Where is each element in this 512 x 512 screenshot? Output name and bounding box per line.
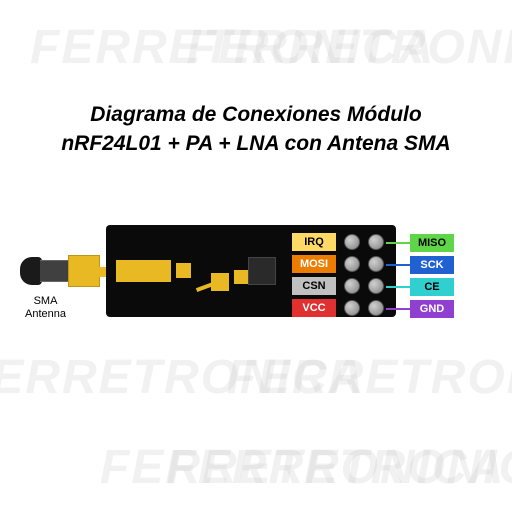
pin-header (344, 300, 360, 316)
pin-label-csn: CSN (292, 277, 336, 295)
antenna-connector (68, 255, 100, 287)
pin-label-gnd: GND (410, 300, 454, 318)
gold-trace (211, 273, 229, 291)
pin-label-ce: CE (410, 278, 454, 296)
rf-chip (248, 257, 276, 285)
pin-label-mosi: MOSI (292, 255, 336, 273)
diagram-title: Diagrama de Conexiones Módulo nRF24L01 +… (0, 100, 512, 159)
watermark: FERRETRONICA (187, 20, 512, 75)
antenna-label-line1: SMA (34, 295, 58, 307)
pin-header (344, 256, 360, 272)
pin-label-irq: IRQ (292, 233, 336, 251)
watermark: FERRETRONICA (30, 20, 435, 75)
pin-header (368, 300, 384, 316)
gold-trace (116, 260, 171, 282)
pin-wire-ce (386, 286, 410, 288)
pin-label-miso: MISO (410, 234, 454, 252)
antenna-label: SMA Antenna (25, 295, 66, 321)
watermark: FERRETRONICA (100, 440, 505, 495)
antenna-tip (20, 257, 42, 285)
antenna-label-line2: Antenna (25, 308, 66, 320)
pin-label-vcc: VCC (292, 299, 336, 317)
title-line1: Diagrama de Conexiones Módulo (90, 103, 421, 126)
watermark: FERRETRONICA (227, 350, 512, 405)
title-line2: nRF24L01 + PA + LNA con Antena SMA (61, 132, 450, 155)
pin-header (368, 278, 384, 294)
pin-header (344, 278, 360, 294)
pin-header (368, 234, 384, 250)
pin-wire-sck (386, 264, 410, 266)
pcb-board: IRQ MOSI CSN VCC (106, 225, 396, 317)
watermark: FERRETRONICA (167, 440, 512, 495)
gold-trace (234, 270, 248, 284)
module-diagram: SMA Antenna IRQ MOSI CSN VCC MISO SCK CE… (20, 195, 490, 335)
pin-label-sck: SCK (410, 256, 454, 274)
antenna-body (40, 260, 68, 282)
pin-wire-miso (386, 242, 410, 244)
pin-wire-gnd (386, 308, 410, 310)
pin-header (344, 234, 360, 250)
pin-header (368, 256, 384, 272)
watermark: FERRETRONICA (0, 350, 365, 405)
gold-trace (176, 263, 191, 278)
